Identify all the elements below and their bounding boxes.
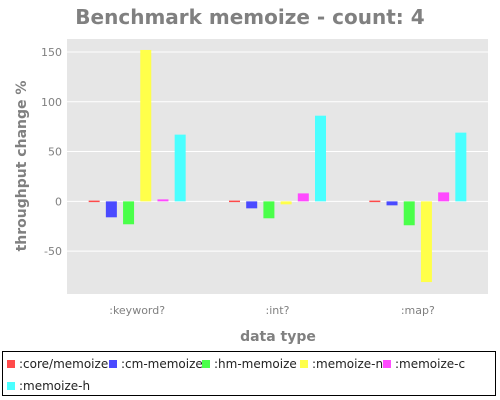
bar (263, 201, 275, 219)
bar (174, 134, 186, 202)
legend: :core/memoize :cm-memoize :hm-memoize :memo… (2, 351, 496, 396)
y-tick-label: 0 (55, 195, 62, 208)
legend-label: :memoize-h (19, 379, 91, 393)
legend-label: :hm-memoize (214, 357, 297, 371)
x-tick-labels: :keyword? :int? :map? (109, 304, 435, 317)
legend-swatch (383, 360, 391, 368)
legend-swatch (7, 382, 15, 390)
bar (105, 201, 117, 218)
gridlines (67, 51, 488, 252)
bar (280, 201, 292, 205)
y-tick-label: 150 (41, 46, 62, 59)
x-tick-label: :map? (401, 304, 435, 317)
x-axis-title: data type (240, 329, 316, 345)
bar (438, 192, 450, 202)
bar (315, 115, 326, 202)
bar (403, 201, 415, 226)
legend-label: :cm-memoize (121, 357, 203, 371)
x-tick-label: :int? (266, 304, 290, 317)
legend-label: :core/memoize (19, 357, 109, 371)
legend-item[interactable]: :core/memoize (7, 357, 108, 371)
legend-item[interactable]: :memoize-c (383, 357, 465, 371)
legend-swatch (202, 360, 210, 368)
legend-label: :memoize-n (312, 357, 384, 371)
bars (88, 49, 467, 283)
chart-title: Benchmark memoize - count: 4 (75, 5, 424, 29)
legend-swatch (7, 360, 15, 368)
bar (455, 132, 467, 202)
x-tick-label: :keyword? (109, 304, 165, 317)
y-tick-labels: -50 0 50 100 150 (41, 46, 62, 258)
bar (123, 201, 135, 225)
legend-item[interactable]: :memoize-n (300, 357, 383, 371)
bar (386, 201, 398, 206)
bar (140, 49, 152, 202)
y-tick-label: 100 (41, 96, 62, 109)
legend-item[interactable]: :cm-memoize (109, 357, 203, 371)
legend-item[interactable]: :memoize-h (7, 379, 90, 393)
y-axis-title: throughput change % (14, 81, 30, 252)
y-tick-label: 50 (48, 146, 62, 159)
bar (297, 193, 309, 202)
bar (229, 200, 240, 203)
bar (369, 200, 381, 203)
bar (246, 201, 258, 209)
bar (88, 200, 100, 203)
legend-swatch (109, 360, 117, 368)
legend-item[interactable]: :hm-memoize (202, 357, 297, 371)
bar (157, 199, 169, 202)
chart-canvas: Benchmark memoize - count: 4 -50 0 50 100 15… (14, 5, 488, 345)
y-tick-label: -50 (44, 245, 62, 258)
legend-swatch (300, 360, 308, 368)
legend-label: :memoize-c (395, 357, 466, 371)
bar (420, 201, 432, 283)
